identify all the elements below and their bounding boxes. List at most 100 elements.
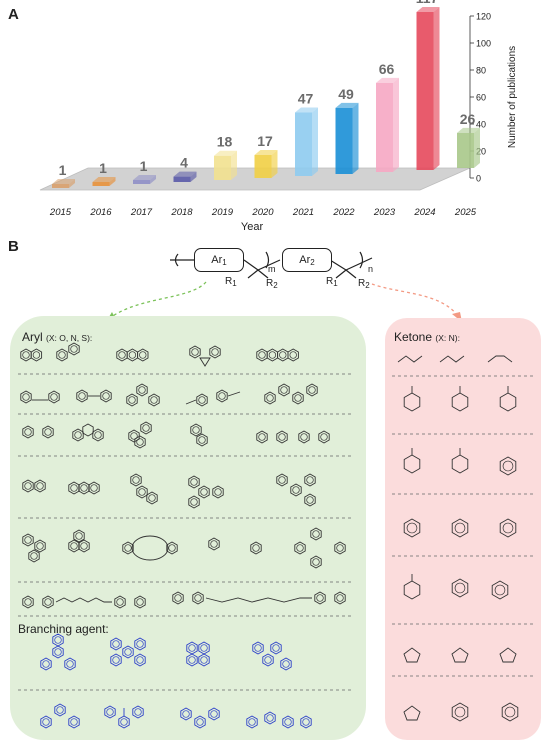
bar-2018 <box>173 171 197 182</box>
bar-top <box>416 7 440 13</box>
crown-ether <box>131 535 169 561</box>
benzene-ring <box>314 591 326 605</box>
dibromoacetone <box>487 355 513 363</box>
bar-side <box>190 171 197 182</box>
aryl-title: Aryl (X: O, N, S): <box>22 330 93 344</box>
bar-value-label: 1 <box>140 158 148 174</box>
bar-value-label: 17 <box>257 133 273 149</box>
trifluoroacetyl-piperidinium <box>403 580 421 600</box>
benzene-ring <box>140 421 152 435</box>
benzene-ring <box>34 539 46 553</box>
panel-b-label: B <box>8 238 19 255</box>
x-tick-label: 2021 <box>292 207 314 218</box>
bromoacetophenone <box>499 518 517 538</box>
bar-top <box>214 150 237 156</box>
benzene-ring <box>22 533 34 547</box>
bar-top <box>92 177 116 182</box>
benzene-ring <box>42 425 54 439</box>
benzene-ring <box>73 529 85 543</box>
benzene-ring <box>298 430 310 444</box>
bar-front <box>254 155 272 178</box>
methoxythiophene-ketone <box>403 705 421 721</box>
bar-2023 <box>376 77 399 172</box>
benzene-ring <box>290 483 302 497</box>
x-tick-label: 2020 <box>251 207 274 218</box>
methylimidazole-aldehyde <box>451 647 469 663</box>
ar2-text: Ar <box>299 254 311 266</box>
benzene-ring <box>216 389 228 403</box>
benzene-ring <box>246 715 258 729</box>
x-tick-label: 2018 <box>170 207 193 218</box>
benzene-ring <box>172 591 184 605</box>
x-tick-label: 2019 <box>211 207 234 218</box>
y-tick-label: 100 <box>476 39 491 49</box>
benzene-ring <box>188 495 200 509</box>
ar1-subscript: 1 <box>222 258 227 267</box>
benzene-ring <box>134 653 146 667</box>
benzene-ring <box>22 595 34 609</box>
benzene-ring <box>48 390 60 404</box>
bar-side <box>231 150 237 180</box>
benzene-ring <box>126 393 138 407</box>
benzene-ring <box>188 475 200 489</box>
bar-2025 <box>457 127 480 168</box>
x-tick-label: 2025 <box>454 207 477 218</box>
benzene-ring <box>180 707 192 721</box>
ketone-title: Ketone (X: N): <box>394 330 460 344</box>
bar-side <box>271 150 278 178</box>
benzene-ring <box>52 633 64 647</box>
pyrrole-ring <box>199 357 211 367</box>
polymer-backbone-lines <box>107 251 462 320</box>
panel-a-label: A <box>8 6 19 23</box>
bar-side <box>393 77 399 172</box>
acetylpyridine <box>499 456 517 476</box>
bar-side <box>433 7 440 170</box>
ar2-subscript: 2 <box>310 258 315 267</box>
benzene-ring <box>54 703 66 717</box>
bar-side <box>352 102 359 174</box>
bar-2020 <box>254 150 278 178</box>
benzene-ring <box>310 555 322 569</box>
n-methyl-3-piperidone <box>451 392 469 412</box>
benzene-ring <box>40 657 52 671</box>
xanthene-ring <box>82 423 94 437</box>
trifluoroacetophenone <box>403 518 421 538</box>
bar-front <box>457 132 474 168</box>
benzene-ring <box>334 591 346 605</box>
isatin <box>491 580 509 600</box>
benzene-ring <box>122 645 134 659</box>
benzene-ring <box>306 383 318 397</box>
imidazolyl-benzaldehyde <box>451 578 469 598</box>
benzene-ring <box>256 430 268 444</box>
bar-front <box>335 107 353 174</box>
bar-2016 <box>92 177 116 186</box>
benzene-ring <box>132 705 144 719</box>
benzene-ring <box>134 637 146 651</box>
x-tick-label: 2024 <box>413 207 435 218</box>
bar-2024 <box>416 7 440 170</box>
acetyl-piperidine <box>403 454 421 474</box>
benzene-ring <box>264 711 276 725</box>
y-tick-label: 80 <box>476 66 486 76</box>
bar-top <box>254 150 278 156</box>
benzene-ring <box>110 653 122 667</box>
bar-2021 <box>295 107 318 176</box>
benzene-ring <box>137 348 149 362</box>
branching-title: Branching agent: <box>18 622 109 636</box>
quinuclidinone <box>451 454 469 474</box>
bar-value-label: 1 <box>99 160 107 176</box>
pyruvate <box>439 355 465 363</box>
benzene-ring <box>40 715 52 729</box>
benzene-ring <box>250 541 262 555</box>
benzene-ring <box>42 595 54 609</box>
benzene-ring <box>78 539 90 553</box>
y-tick-label: 120 <box>476 12 491 22</box>
benzene-ring <box>208 537 220 551</box>
benzene-ring <box>194 715 206 729</box>
y-tick-label: 40 <box>476 120 486 130</box>
benzene-ring <box>34 479 46 493</box>
benzene-ring <box>282 715 294 729</box>
benzene-ring <box>276 473 288 487</box>
publications-bar-chart: 0 20 40 60 80 100 120 Number of publications 1 20… <box>39 0 518 233</box>
n-label: n <box>368 264 374 274</box>
